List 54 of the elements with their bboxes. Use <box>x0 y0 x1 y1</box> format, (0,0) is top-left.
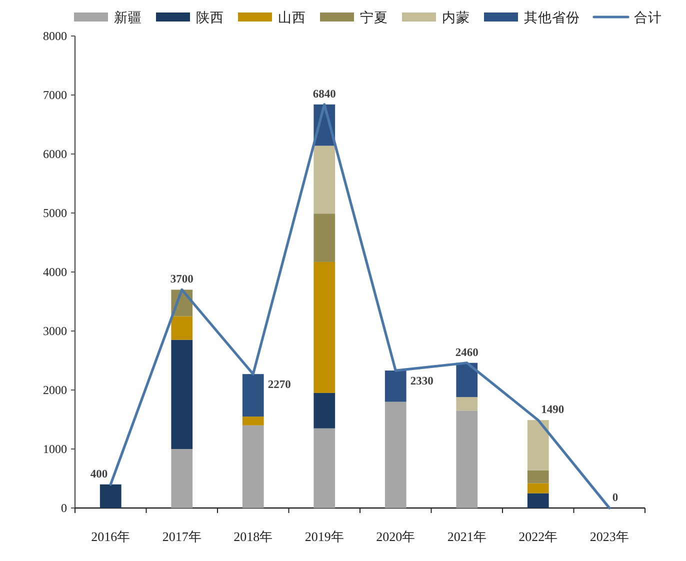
legend-label: 新疆 <box>114 10 142 25</box>
x-tick-label: 2016年 <box>91 529 130 544</box>
legend-label: 陕西 <box>196 10 224 25</box>
legend-label: 其他省份 <box>524 10 580 25</box>
data-label: 400 <box>90 468 108 480</box>
legend-label: 内蒙 <box>442 10 470 25</box>
bar <box>456 397 478 411</box>
y-tick-label: 5000 <box>43 206 67 220</box>
data-label: 2330 <box>410 376 434 388</box>
bar <box>242 425 264 508</box>
y-tick-label: 2000 <box>43 383 67 397</box>
line-series <box>109 103 611 510</box>
bar <box>171 316 193 340</box>
bar <box>100 484 122 508</box>
y-tick-label: 3000 <box>43 324 67 338</box>
legend-label: 合计 <box>634 10 662 25</box>
y-tick-label: 7000 <box>43 88 67 102</box>
bar <box>242 416 264 426</box>
bar <box>527 483 549 494</box>
x-tick-label: 2019年 <box>304 529 344 544</box>
bar <box>456 410 478 508</box>
y-tick-label: 0 <box>61 501 67 515</box>
bar <box>314 428 336 508</box>
bar <box>314 262 336 393</box>
x-tick-label: 2023年 <box>590 529 629 544</box>
y-tick-label: 6000 <box>43 147 67 161</box>
bar <box>456 362 478 398</box>
bar <box>384 370 406 402</box>
bar <box>314 214 336 262</box>
legend-label: 宁夏 <box>360 10 388 25</box>
x-tick-label: 2022年 <box>518 529 558 544</box>
x-tick-label: 2018年 <box>234 529 273 544</box>
data-label: 6840 <box>312 88 336 100</box>
bar <box>242 374 264 417</box>
bar <box>384 402 406 508</box>
x-tick-label: 2021年 <box>447 529 486 544</box>
data-label: 2270 <box>268 379 292 392</box>
y-tick-label: 1000 <box>43 442 67 456</box>
bar <box>171 449 193 508</box>
bar <box>527 470 549 484</box>
y-tick-label: 4000 <box>43 265 67 279</box>
data-label: 0 <box>612 492 618 504</box>
data-label: 3700 <box>170 274 194 286</box>
bar <box>171 340 193 449</box>
x-tick-label: 2020年 <box>376 529 416 544</box>
bar <box>527 493 549 508</box>
legend-label: 山西 <box>278 10 306 25</box>
bar <box>314 392 336 428</box>
data-label: 1490 <box>541 404 564 416</box>
x-tick-label: 2017年 <box>162 529 202 544</box>
bar <box>527 420 549 470</box>
data-label: 2460 <box>455 346 479 359</box>
y-tick-label: 8000 <box>43 29 67 43</box>
bar <box>314 146 336 214</box>
